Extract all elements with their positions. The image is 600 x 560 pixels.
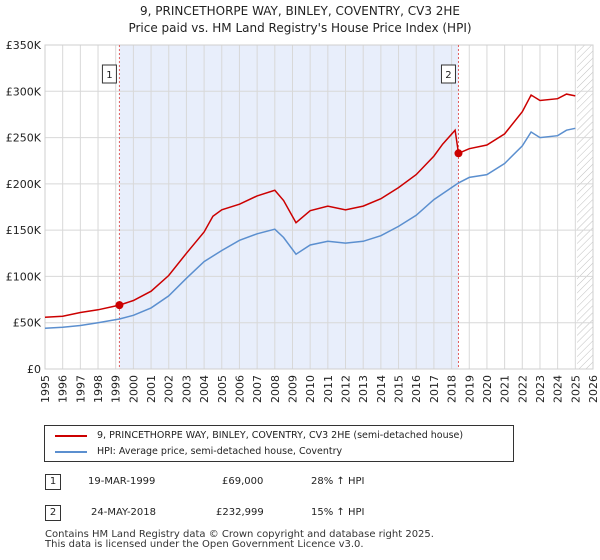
x-tick-label: 1998 <box>92 375 105 403</box>
y-tick-label: £350K <box>6 39 42 52</box>
grid <box>44 44 594 370</box>
transaction-1-number: 1 <box>45 474 61 490</box>
x-tick-label: 2016 <box>410 375 423 403</box>
sale-marker-box <box>440 64 456 84</box>
x-tick-label: 2009 <box>286 375 299 403</box>
price-chart: 9, PRINCETHORPE WAY, BINLEY, COVENTRY, C… <box>6 4 600 403</box>
sale-marker-label: 1 <box>106 70 112 81</box>
x-axis-labels: 1995 1996 1997 1998 1999 2000 2001 2002 2003 2004… <box>39 375 600 403</box>
x-tick-label: 2011 <box>322 375 335 403</box>
x-tick-label: 2005 <box>216 375 229 403</box>
legend-property-label: 9, PRINCETHORPE WAY, BINLEY, COVENTRY, C… <box>97 430 464 441</box>
sale-point <box>115 301 124 310</box>
transaction-2-date: 24-MAY-2018 <box>91 507 157 518</box>
x-tick-label: 2021 <box>499 375 512 403</box>
future-hatch <box>577 45 593 369</box>
x-tick-label: 2026 <box>587 375 600 403</box>
x-tick-label: 2017 <box>428 375 441 403</box>
y-tick-label: £0 <box>27 363 41 376</box>
x-tick-label: 2022 <box>516 375 529 403</box>
y-tick-label: £200K <box>6 178 42 191</box>
x-tick-label: 1997 <box>74 375 87 403</box>
x-tick-label: 2025 <box>569 375 582 403</box>
sale-points <box>115 149 463 310</box>
x-tick-label: 2020 <box>481 375 494 403</box>
x-tick-label: 2013 <box>357 375 370 403</box>
ownership-shade <box>119 45 459 369</box>
legend-property: 9, PRINCETHORPE WAY, BINLEY, COVENTRY, C… <box>55 428 463 444</box>
property-series-line <box>44 93 576 318</box>
legend-hpi-swatch <box>55 450 87 453</box>
footer-line-1: Contains HM Land Registry data © Crown c… <box>45 529 434 540</box>
x-tick-label: 2024 <box>552 375 565 403</box>
x-tick-label: 2000 <box>127 375 140 403</box>
x-tick-label: 2006 <box>233 375 246 403</box>
x-tick-label: 1996 <box>57 375 70 403</box>
chart-subtitle: Price paid vs. HM Land Registry's House … <box>128 21 471 35</box>
x-tick-label: 2012 <box>340 375 353 403</box>
y-axis-labels: £0 £50K £100K £150K £200K £250K £300K £350K <box>6 39 42 376</box>
x-tick-label: 2010 <box>304 375 317 403</box>
x-tick-label: 2004 <box>198 375 211 403</box>
x-tick-label: 2003 <box>180 375 193 403</box>
y-tick-label: £300K <box>6 85 42 98</box>
x-tick-label: 2008 <box>269 375 282 403</box>
legend-hpi-label: HPI: Average price, semi-detached house,… <box>97 446 343 457</box>
hpi-series-line <box>44 127 576 330</box>
y-tick-label: £100K <box>6 270 42 283</box>
sale-marker-box <box>101 64 117 84</box>
x-tick-label: 2023 <box>534 375 547 403</box>
y-tick-label: £50K <box>13 317 42 330</box>
legend-hpi: HPI: Average price, semi-detached house,… <box>55 444 342 460</box>
y-tick-label: £150K <box>6 224 42 237</box>
x-tick-label: 2018 <box>446 375 459 403</box>
x-tick-label: 1999 <box>110 375 123 403</box>
sale-marker-label: 2 <box>445 70 451 81</box>
x-tick-label: 2019 <box>463 375 476 403</box>
x-tick-label: 2007 <box>251 375 264 403</box>
transaction-2-hpi: 15% ↑ HPI <box>311 507 365 518</box>
x-tick-label: 2014 <box>375 375 388 403</box>
legend-property-swatch <box>55 434 87 437</box>
transaction-1-hpi: 28% ↑ HPI <box>311 476 365 487</box>
x-tick-label: 2001 <box>145 375 158 403</box>
sale-point <box>454 149 463 158</box>
x-tick-label: 2015 <box>393 375 406 403</box>
plot-border <box>44 44 594 370</box>
transaction-2-price: £232,999 <box>216 507 264 518</box>
legend: 9, PRINCETHORPE WAY, BINLEY, COVENTRY, C… <box>44 425 514 462</box>
transaction-2-number: 2 <box>45 505 61 521</box>
x-tick-label: 2002 <box>163 375 176 403</box>
y-tick-label: £250K <box>6 132 42 145</box>
transaction-1-date: 19-MAR-1999 <box>88 476 156 487</box>
transaction-1-price: £69,000 <box>222 476 264 487</box>
sale-marker-lines <box>118 45 459 369</box>
footer-line-2: This data is licensed under the Open Gov… <box>45 539 364 550</box>
chart-title: 9, PRINCETHORPE WAY, BINLEY, COVENTRY, C… <box>140 4 460 18</box>
footer: Contains HM Land Registry data © Crown c… <box>45 530 434 550</box>
x-tick-label: 1995 <box>39 375 52 403</box>
